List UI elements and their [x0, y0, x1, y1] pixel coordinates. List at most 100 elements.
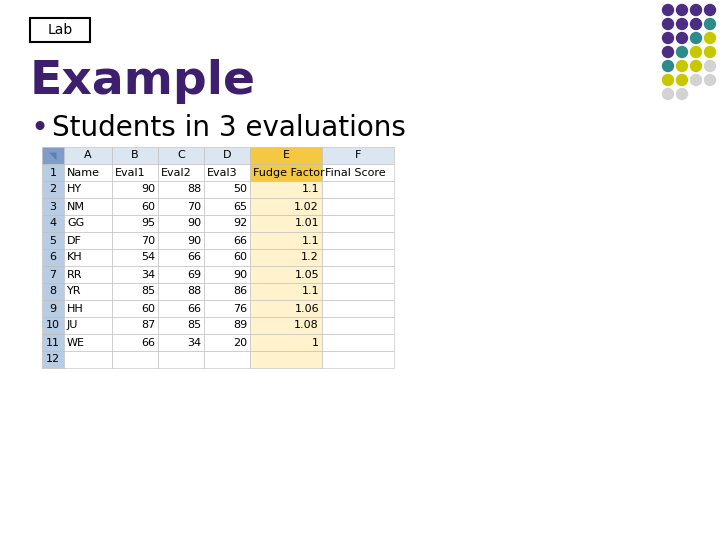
Text: 12: 12 — [46, 354, 60, 364]
Bar — [204, 283, 250, 300]
Bar — [64, 351, 112, 368]
Text: 90: 90 — [233, 269, 247, 280]
Bar — [158, 283, 204, 300]
Circle shape — [704, 4, 716, 16]
Text: RR: RR — [67, 269, 83, 280]
Text: 92: 92 — [233, 219, 247, 228]
Circle shape — [690, 4, 701, 16]
Text: 9: 9 — [50, 303, 57, 314]
Text: 10: 10 — [46, 321, 60, 330]
Bar — [204, 181, 250, 198]
Bar — [322, 147, 394, 164]
Bar — [158, 300, 204, 317]
Circle shape — [677, 4, 688, 16]
Bar — [64, 334, 112, 351]
Bar — [42, 266, 64, 283]
Text: 60: 60 — [141, 303, 155, 314]
Bar — [158, 351, 204, 368]
Text: F: F — [355, 151, 361, 160]
Bar — [204, 198, 250, 215]
Text: 90: 90 — [187, 235, 201, 246]
Circle shape — [690, 32, 701, 44]
Bar — [204, 164, 250, 181]
Bar — [64, 198, 112, 215]
Text: Lab: Lab — [48, 23, 73, 37]
Bar — [64, 317, 112, 334]
Bar — [158, 249, 204, 266]
Bar — [112, 334, 158, 351]
Bar — [322, 283, 394, 300]
Bar — [42, 300, 64, 317]
Bar — [322, 198, 394, 215]
Bar — [112, 164, 158, 181]
Circle shape — [662, 75, 673, 85]
Text: YR: YR — [67, 287, 81, 296]
Text: 1.1: 1.1 — [302, 235, 319, 246]
Text: 54: 54 — [141, 253, 155, 262]
Text: 1.05: 1.05 — [294, 269, 319, 280]
Text: C: C — [177, 151, 185, 160]
Text: 86: 86 — [233, 287, 247, 296]
Text: ◥: ◥ — [49, 151, 57, 160]
Bar — [250, 283, 322, 300]
Text: 66: 66 — [187, 303, 201, 314]
Bar — [158, 147, 204, 164]
Text: 1.01: 1.01 — [294, 219, 319, 228]
Bar — [250, 317, 322, 334]
Text: 95: 95 — [141, 219, 155, 228]
Text: 70: 70 — [141, 235, 155, 246]
Bar — [204, 300, 250, 317]
Circle shape — [704, 18, 716, 30]
Circle shape — [704, 75, 716, 85]
Text: Fudge Factor: Fudge Factor — [253, 167, 325, 178]
Circle shape — [662, 89, 673, 99]
Text: D: D — [222, 151, 231, 160]
Text: 70: 70 — [187, 201, 201, 212]
Circle shape — [690, 75, 701, 85]
Text: Eval2: Eval2 — [161, 167, 192, 178]
Circle shape — [677, 18, 688, 30]
Text: 66: 66 — [187, 253, 201, 262]
Bar — [250, 232, 322, 249]
Bar — [42, 164, 64, 181]
Bar — [204, 215, 250, 232]
Text: 1.02: 1.02 — [294, 201, 319, 212]
Text: 6: 6 — [50, 253, 56, 262]
Bar — [250, 266, 322, 283]
Bar — [64, 283, 112, 300]
Bar — [112, 198, 158, 215]
Bar — [204, 334, 250, 351]
Bar — [42, 283, 64, 300]
Circle shape — [704, 32, 716, 44]
Circle shape — [662, 32, 673, 44]
Text: 88: 88 — [186, 287, 201, 296]
Circle shape — [677, 46, 688, 57]
Text: 34: 34 — [141, 269, 155, 280]
Text: 7: 7 — [50, 269, 57, 280]
Text: A: A — [84, 151, 92, 160]
FancyBboxPatch shape — [30, 18, 90, 42]
Text: WE: WE — [67, 338, 85, 348]
Bar — [112, 215, 158, 232]
Text: 1.08: 1.08 — [294, 321, 319, 330]
Text: 90: 90 — [141, 185, 155, 194]
Circle shape — [662, 18, 673, 30]
Text: Final Score: Final Score — [325, 167, 386, 178]
Text: Eval3: Eval3 — [207, 167, 238, 178]
Text: NM: NM — [67, 201, 85, 212]
Text: HH: HH — [67, 303, 84, 314]
Circle shape — [677, 32, 688, 44]
Bar — [158, 181, 204, 198]
Circle shape — [690, 18, 701, 30]
Bar — [112, 300, 158, 317]
Bar — [64, 147, 112, 164]
Bar — [204, 249, 250, 266]
Bar — [42, 181, 64, 198]
Bar — [322, 215, 394, 232]
Bar — [64, 300, 112, 317]
Text: 11: 11 — [46, 338, 60, 348]
Bar — [204, 351, 250, 368]
Text: 20: 20 — [233, 338, 247, 348]
Text: 3: 3 — [50, 201, 56, 212]
Text: 60: 60 — [233, 253, 247, 262]
